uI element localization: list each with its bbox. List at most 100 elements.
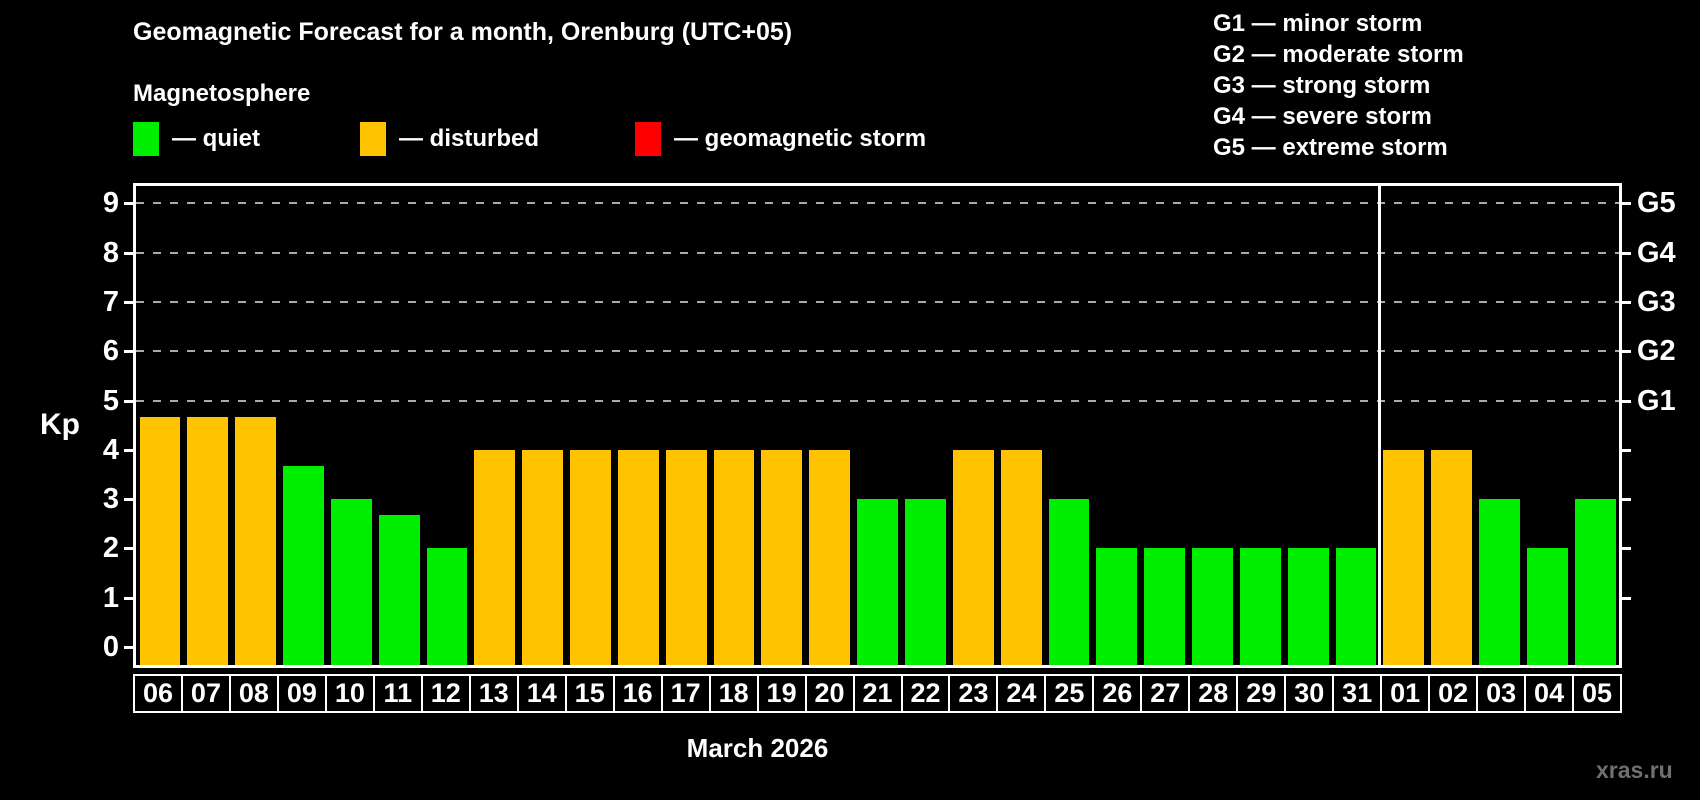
bar-day-31 — [1335, 548, 1377, 665]
bar-day-21 — [857, 499, 898, 665]
y-tick-9 — [124, 202, 133, 206]
bar-slot-19 — [758, 186, 806, 665]
y-tick-label-7: 7 — [102, 285, 119, 318]
day-label-31: 31 — [1332, 674, 1383, 713]
bar-slot-29 — [1236, 186, 1284, 665]
day-label-25: 25 — [1044, 674, 1095, 713]
y-tick-2 — [124, 547, 133, 551]
day-label-08: 08 — [228, 674, 279, 713]
bar-day-12 — [426, 548, 468, 665]
y-tick-1 — [124, 596, 133, 600]
bar-day-26 — [1096, 548, 1138, 665]
bar-slot-28 — [1189, 186, 1237, 665]
right-tick-6 — [1622, 350, 1631, 354]
right-tick-2 — [1622, 547, 1631, 551]
bar-slot-15 — [567, 186, 615, 665]
legend-swatch-storm — [635, 122, 661, 156]
y-tick-0 — [124, 646, 133, 649]
g-level-label-G4: G4 — [1637, 236, 1676, 269]
y-tick-8 — [124, 251, 133, 255]
day-label-11: 11 — [372, 674, 423, 713]
y-tick-label-4: 4 — [102, 433, 119, 466]
x-axis-day-labels: 06 07 08 09 10 11 12 13 14 15 16 17 18 19 20 21 22 23 24 25… — [133, 674, 1623, 713]
bar-day-13 — [474, 449, 516, 665]
bar-slot-13 — [471, 186, 519, 665]
day-label-23: 23 — [948, 674, 999, 713]
bar-slot-05 — [1571, 186, 1619, 665]
plot-area — [133, 183, 1622, 668]
bar-slot-10 — [327, 186, 375, 665]
day-label-15: 15 — [564, 674, 615, 713]
g-legend-line-4: G4 — severe storm — [1213, 103, 1432, 130]
bar-day-03 — [1479, 499, 1520, 665]
y-tick-label-9: 9 — [102, 187, 119, 220]
bar-slot-08 — [232, 186, 280, 665]
legend-label-quiet: — quiet — [172, 125, 260, 152]
bar-day-18 — [713, 449, 755, 665]
day-label-30: 30 — [1284, 674, 1335, 713]
bar-day-08 — [235, 416, 277, 665]
day-label-10: 10 — [324, 674, 375, 713]
y-tick-label-0: 0 — [102, 631, 119, 663]
bar-slot-22 — [902, 186, 950, 665]
bar-slot-06 — [136, 186, 184, 665]
x-axis-month-label: March 2026 — [686, 733, 829, 763]
right-tick-9 — [1622, 202, 1631, 206]
y-tick-4 — [124, 448, 133, 452]
right-tick-5 — [1622, 399, 1631, 403]
y-tick-3 — [124, 498, 133, 502]
bar-day-28 — [1192, 548, 1233, 665]
g-level-label-G1: G1 — [1637, 384, 1676, 417]
g-legend-line-5: G5 — extreme storm — [1213, 134, 1448, 161]
bar-slot-03 — [1476, 186, 1524, 665]
day-label-29: 29 — [1236, 674, 1287, 713]
page-title: Geomagnetic Forecast for a month, Orenbu… — [133, 18, 793, 46]
bar-slot-26 — [1093, 186, 1141, 665]
bar-day-25 — [1048, 499, 1090, 665]
legend-item-quiet: — quiet — [133, 121, 260, 157]
bar-day-02 — [1431, 449, 1473, 665]
bars-container — [136, 186, 1619, 665]
bar-slot-18 — [710, 186, 758, 665]
day-label-17: 17 — [660, 674, 711, 713]
bar-day-06 — [139, 416, 181, 665]
g-level-label-G2: G2 — [1637, 335, 1676, 368]
y-tick-label-5: 5 — [102, 384, 119, 417]
bar-slot-04 — [1523, 186, 1571, 665]
bar-slot-02 — [1428, 186, 1476, 665]
day-label-13: 13 — [468, 674, 519, 713]
bar-slot-16 — [614, 186, 662, 665]
y-tick-label-8: 8 — [102, 236, 119, 269]
bar-slot-27 — [1141, 186, 1189, 665]
bar-slot-12 — [423, 186, 471, 665]
g-level-label-G5: G5 — [1637, 187, 1676, 220]
right-tick-8 — [1622, 251, 1631, 255]
bar-slot-25 — [1045, 186, 1093, 665]
day-label-20: 20 — [804, 674, 855, 713]
bar-slot-31 — [1332, 186, 1380, 665]
day-label-28: 28 — [1188, 674, 1239, 713]
bar-slot-30 — [1284, 186, 1332, 665]
legend-label-disturbed: — disturbed — [399, 125, 540, 152]
bar-day-11 — [378, 515, 420, 665]
y-axis-title: Kp — [40, 408, 80, 441]
right-tick-3 — [1622, 498, 1631, 502]
bar-slot-23 — [949, 186, 997, 665]
day-label-16: 16 — [612, 674, 663, 713]
legend-swatch-disturbed — [360, 122, 386, 156]
day-label-04: 04 — [1524, 674, 1575, 713]
day-label-24: 24 — [996, 674, 1047, 713]
watermark: xras.ru — [1596, 757, 1673, 783]
legend-item-disturbed: — disturbed — [360, 121, 539, 157]
legend-swatch-quiet — [133, 122, 159, 156]
g-level-label-G3: G3 — [1637, 285, 1676, 318]
bar-day-01 — [1383, 449, 1425, 665]
g-legend-line-3: G3 — strong storm — [1213, 72, 1431, 99]
day-label-07: 07 — [180, 674, 231, 713]
day-label-09: 09 — [276, 674, 327, 713]
day-label-05: 05 — [1572, 674, 1623, 713]
bar-day-20 — [809, 449, 851, 665]
gridline-kp-7 — [136, 300, 1619, 303]
bar-day-07 — [187, 416, 229, 665]
legend-label-storm: — geomagnetic storm — [674, 125, 927, 152]
